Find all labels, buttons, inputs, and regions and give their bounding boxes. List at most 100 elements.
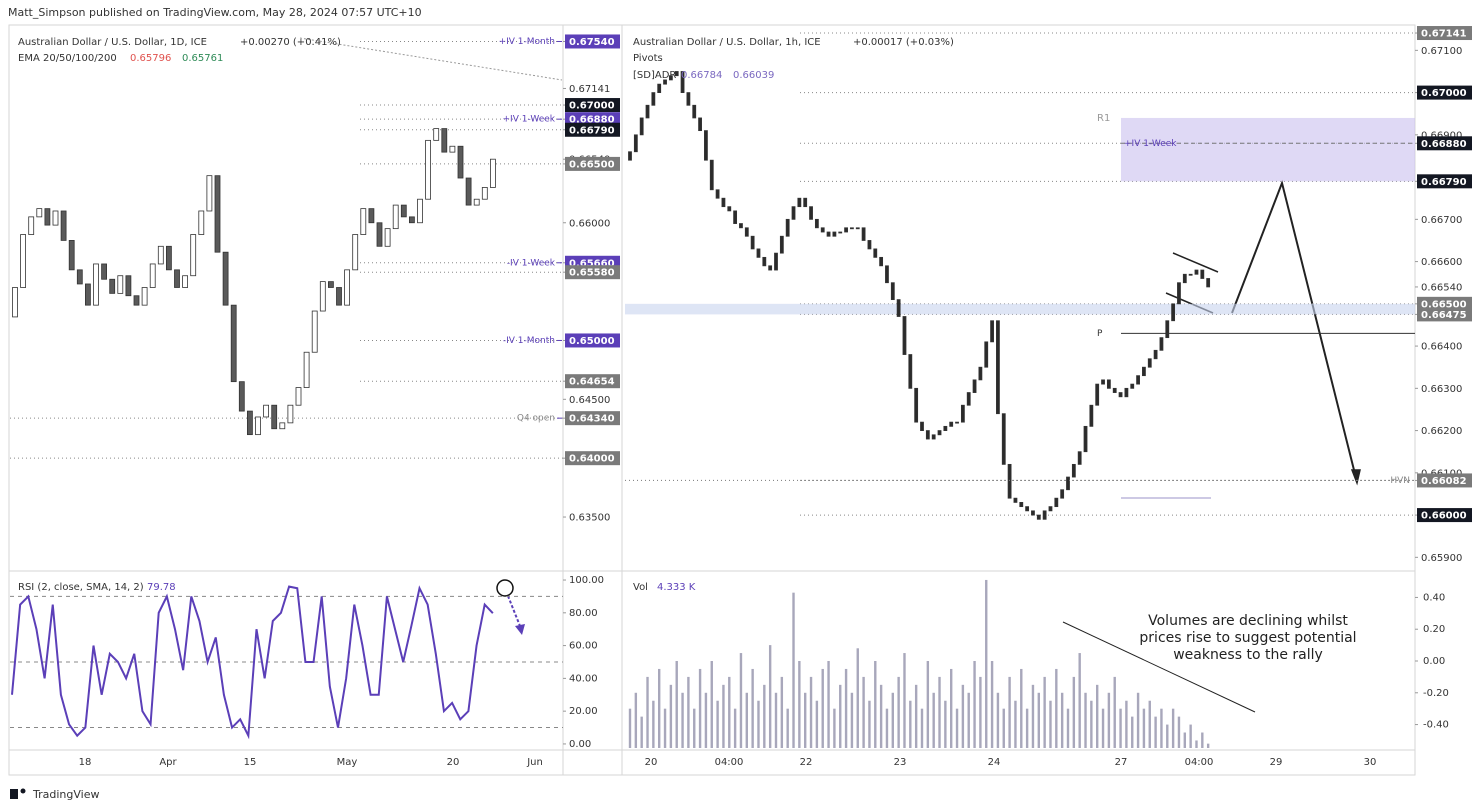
volume-bar: [973, 661, 976, 748]
y-tick-label: 0.66900: [1421, 130, 1462, 141]
legend-indicator: EMA 20/50/100/200: [18, 53, 117, 64]
volume-bar: [1171, 708, 1175, 748]
candle-body: [832, 231, 837, 237]
volume-bar: [1142, 708, 1146, 748]
legend-change: +0.00017 (+0.03%): [853, 37, 954, 48]
candle-body: [873, 248, 878, 258]
candle-body: [1042, 510, 1047, 520]
candle-body: [838, 231, 843, 234]
volume-bar: [1002, 708, 1005, 748]
candle-body: [1106, 379, 1111, 389]
volume-bar: [1037, 692, 1040, 748]
candle-body: [93, 263, 99, 306]
indicator-value: 79.78: [147, 582, 176, 593]
volume-bar: [833, 708, 836, 748]
candle-body: [844, 227, 848, 233]
price-label-box: [1417, 473, 1472, 488]
y-tick-label: 0.67141: [569, 84, 610, 95]
volume-bar: [844, 668, 848, 748]
candle-body: [36, 208, 43, 218]
indicator-title: RSI (2, close, SMA, 14, 2): [18, 582, 144, 593]
legend-change: +0.00270 (+0.41%): [240, 37, 341, 48]
candle-body: [896, 299, 901, 317]
footer: TradingView: [32, 788, 99, 801]
candle-body: [639, 117, 644, 136]
volume-bar: [1096, 684, 1099, 748]
candle-body: [287, 404, 294, 424]
volume-bar: [1113, 676, 1116, 748]
candle-body: [1036, 514, 1041, 520]
candle-body: [449, 145, 456, 153]
candle-body: [657, 83, 662, 93]
candle-body: [885, 265, 889, 284]
price-label: 0.66000: [1421, 511, 1467, 522]
volume-bar: [1049, 700, 1052, 748]
level-label: Q4 open: [517, 414, 555, 424]
candle-body: [861, 227, 866, 241]
rsi-annotation: [496, 579, 525, 635]
x-tick-label: 27: [1115, 757, 1128, 768]
indicator-value: 4.333 K: [657, 582, 696, 593]
level-label: -IV 1-Week: [507, 258, 556, 268]
candle-body: [937, 430, 942, 436]
zone: [625, 303, 1415, 315]
candle-body: [774, 252, 778, 271]
candle-body: [60, 210, 67, 241]
candle-body: [1019, 502, 1024, 508]
legend-value: 0.66784: [681, 70, 722, 81]
candle-body: [744, 227, 749, 237]
price-label-box: [1417, 508, 1472, 523]
candle-body: [157, 245, 164, 265]
volume-bar: [979, 676, 982, 748]
price-label-box: [1417, 85, 1472, 100]
volume-bar: [1166, 724, 1169, 748]
y-tick-label: 40.00: [569, 673, 598, 684]
volume-bar: [804, 692, 807, 748]
volume-bar: [669, 684, 673, 748]
volume-bar: [634, 692, 638, 748]
annotation: prices rise to suggest potential: [1139, 630, 1356, 646]
candle-body: [739, 223, 743, 229]
volume-bar: [658, 668, 661, 748]
y-tick-label: 0.66300: [1421, 384, 1462, 395]
candle-body: [1142, 366, 1146, 377]
legend-value: 0.65761: [182, 53, 223, 64]
legend-value: 0.65796: [130, 53, 171, 64]
candle-body: [214, 175, 221, 253]
candle-body: [1206, 278, 1211, 288]
candle-body: [481, 187, 488, 200]
x-tick-label: 04:00: [715, 757, 744, 768]
candle-body: [489, 158, 496, 188]
volume-bar: [786, 708, 789, 748]
footer-logo: [10, 788, 26, 799]
volume-bar: [798, 661, 801, 748]
candle-body: [271, 404, 278, 430]
x-tick-label: 24: [988, 757, 1001, 768]
candle-body: [1147, 358, 1152, 368]
price-label-box: [565, 265, 620, 280]
candle-body: [165, 245, 172, 271]
y-tick-label: 0.66000: [569, 218, 610, 229]
price-label: 0.67000: [569, 101, 615, 112]
volume-bar: [909, 700, 912, 748]
candle-body: [392, 204, 399, 230]
volume-bar: [944, 700, 947, 748]
volume-bar: [1177, 716, 1181, 748]
candle-body: [768, 265, 773, 271]
candle-body: [125, 275, 132, 297]
candle-body: [814, 218, 819, 229]
x-tick-label: 29: [1270, 757, 1283, 768]
y-tick-label: 0.20: [1423, 624, 1445, 635]
volume-bar: [1031, 684, 1035, 748]
candle-body: [709, 159, 714, 191]
candle-body: [319, 281, 326, 312]
legend-indicator: Pivots: [633, 53, 663, 64]
volume-bar: [920, 708, 924, 748]
volume-bar: [1020, 668, 1023, 748]
candle-body: [1007, 463, 1012, 499]
volume-bar: [985, 579, 988, 748]
volume-bar: [868, 700, 871, 748]
frame: [8, 24, 1416, 776]
price-label-box: [1417, 26, 1472, 41]
candle-body: [303, 351, 310, 388]
